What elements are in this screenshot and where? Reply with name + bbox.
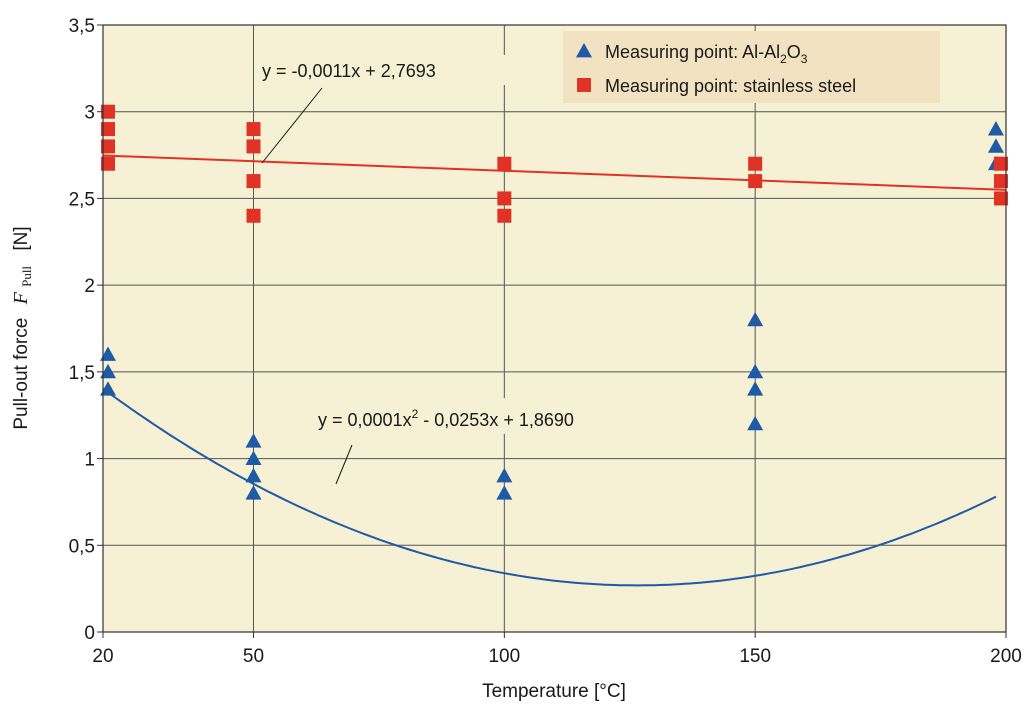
y-axis-label-symbol: F xyxy=(10,291,32,305)
quadratic-equation-bg xyxy=(314,398,662,434)
quadratic-equation-leader xyxy=(335,444,353,485)
legend-entry-al-al2o3: Measuring point: Al-Al2O3 xyxy=(605,42,808,66)
square-point xyxy=(748,174,763,189)
y-tick-labels: 0 0,5 1 1,5 2 2,5 3 3,5 xyxy=(69,16,103,644)
triangle-point xyxy=(100,346,117,361)
x-axis-label: Temperature [°C] xyxy=(482,681,626,702)
y-tick-label: 3 xyxy=(84,103,95,124)
quadratic-equation-sup: 2 xyxy=(412,407,419,421)
legend-square-icon xyxy=(577,78,591,92)
square-point xyxy=(497,191,512,206)
triangle-point xyxy=(245,467,262,483)
triangle-point xyxy=(245,450,262,465)
legend-entry-stainless-steel: Measuring point: stainless steel xyxy=(605,76,856,96)
x-tick-label: 20 xyxy=(92,646,113,667)
square-point xyxy=(748,156,763,171)
square-point xyxy=(246,122,261,137)
y-tick-label: 1 xyxy=(84,450,95,471)
linear-equation-bg xyxy=(258,55,506,85)
triangle-point xyxy=(747,311,764,327)
triangle-point xyxy=(496,485,513,500)
x-tick-label: 50 xyxy=(243,646,264,667)
square-point xyxy=(993,156,1008,171)
linear-equation-annotation: y = -0,0011x + 2,7693 xyxy=(258,55,506,164)
square-point xyxy=(101,122,116,137)
triangle-point xyxy=(100,363,117,379)
quadratic-equation-label: y = 0,0001x2 - 0,0253x + 1,8690 xyxy=(318,407,574,430)
square-point xyxy=(497,208,512,223)
legend: Measuring point: Al-Al2O3 Measuring poin… xyxy=(563,31,940,103)
legend-triangle-icon xyxy=(576,43,592,58)
square-point xyxy=(497,156,512,171)
square-point xyxy=(993,174,1008,189)
legend-marker-square xyxy=(577,78,591,92)
triangle-point xyxy=(747,415,764,431)
legend-entry-al-al2o3-sub1: 2 xyxy=(780,52,787,66)
square-point xyxy=(246,174,261,189)
legend-entry-al-al2o3-prefix: Measuring point: Al-Al xyxy=(605,42,780,62)
x-tick-label: 200 xyxy=(990,646,1022,667)
y-axis-label-symbol-sub: Pull xyxy=(19,266,34,287)
y-axis-label-unit: [N] xyxy=(11,226,32,250)
quadratic-equation-main: y = 0,0001x xyxy=(318,410,412,430)
triangle-point xyxy=(987,138,1004,153)
legend-box xyxy=(563,31,940,103)
triangle-point xyxy=(496,467,513,483)
linear-equation-leader xyxy=(261,87,323,164)
y-tick-label: 2 xyxy=(84,276,95,297)
legend-entry-al-al2o3-mid: O xyxy=(787,42,801,62)
square-point xyxy=(101,139,116,154)
x-tick-label: 100 xyxy=(488,646,520,667)
quadratic-equation-annotation: y = 0,0001x2 - 0,0253x + 1,8690 xyxy=(314,398,662,485)
square-point xyxy=(101,104,116,119)
y-tick-label: 3,5 xyxy=(69,16,95,37)
y-tick-label: 2,5 xyxy=(69,189,95,210)
legend-entry-stainless-steel-label: Measuring point: stainless steel xyxy=(605,76,856,96)
x-tick-labels: 20 50 100 150 200 xyxy=(92,632,1022,667)
triangle-point xyxy=(245,485,262,500)
data-markers xyxy=(100,104,1008,500)
y-tick-label: 0,5 xyxy=(69,536,95,557)
plot-frame xyxy=(102,24,1007,633)
triangle-point xyxy=(987,121,1004,136)
triangle-point xyxy=(100,381,117,396)
x-tick-label: 150 xyxy=(739,646,771,667)
linear-trendline xyxy=(102,154,1007,191)
triangle-point xyxy=(747,381,764,396)
y-axis-label: Pull-out force F Pull [N] xyxy=(10,226,36,429)
legend-marker-triangle xyxy=(576,43,592,58)
y-axis-label-text: Pull-out force xyxy=(11,318,32,430)
square-point xyxy=(101,156,116,171)
quadratic-equation-rest: - 0,0253x + 1,8690 xyxy=(418,410,574,430)
square-point xyxy=(246,139,261,154)
plot-background xyxy=(103,25,1006,632)
triangle-point xyxy=(245,433,262,448)
square-point xyxy=(246,208,261,223)
quadratic-trendline xyxy=(102,387,997,587)
triangle-point xyxy=(747,363,764,379)
square-point xyxy=(993,191,1008,206)
y-tick-label: 0 xyxy=(84,623,95,644)
y-tick-label: 1,5 xyxy=(69,363,95,384)
linear-equation-label: y = -0,0011x + 2,7693 xyxy=(262,61,436,81)
trendlines xyxy=(102,154,1007,587)
legend-entry-al-al2o3-sub2: 3 xyxy=(801,52,808,66)
